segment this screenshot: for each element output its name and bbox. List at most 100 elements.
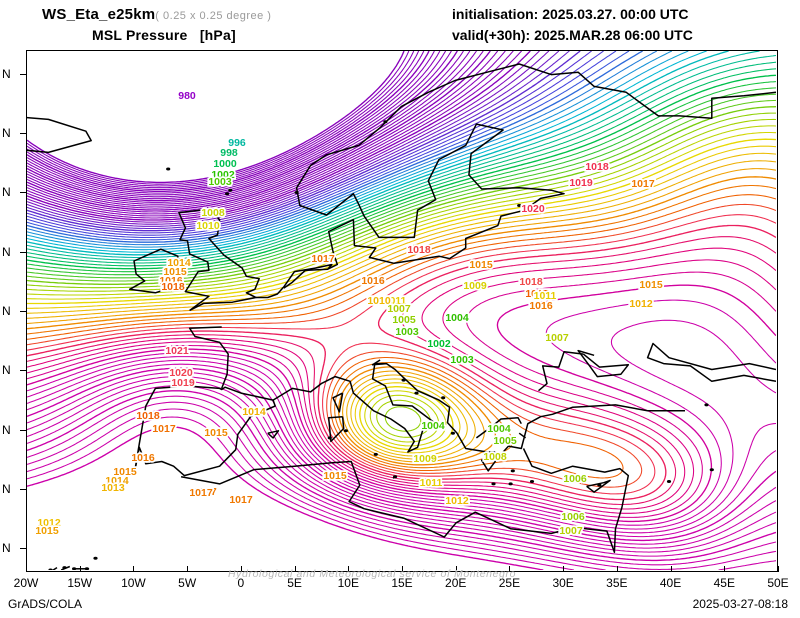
isobar-label-halo: 1021 (165, 345, 189, 357)
isobar (27, 93, 776, 279)
isobar (27, 51, 415, 187)
isobar-label-halo: 1017 (189, 487, 213, 499)
x-tick-label: 5E (287, 576, 302, 590)
island-marker (510, 469, 515, 473)
isobar-label-halo: 998 (220, 147, 238, 159)
isobar (27, 160, 776, 319)
isobar-label: 1002 (211, 169, 235, 181)
coastline (518, 432, 527, 439)
isobar-label: 1005 (493, 435, 517, 447)
isobar-label: 1003 (208, 176, 232, 188)
x-tick-label: 10E (337, 576, 359, 590)
isobar (27, 51, 491, 211)
isobar-label: 1018 (585, 161, 609, 173)
isobar-label-halo: 1019 (569, 177, 593, 189)
isobar-label-halo: 1005 (493, 435, 517, 447)
isobar (27, 176, 776, 330)
isobar (27, 51, 760, 259)
isobar-label-halo: 1004 (445, 312, 469, 324)
isobar-label: 1020 (169, 367, 193, 379)
isobar-label-halo: 1017 (152, 423, 176, 435)
model-name: WS_Eta_e25km (42, 6, 156, 23)
isobar-label-halo: 1015 (639, 279, 663, 291)
x-tick (455, 566, 457, 572)
isobar (27, 51, 477, 207)
isobar (27, 51, 617, 239)
pressure-contour-map[interactable]: 980 980 996 996 998 998 1000 1000 1002 1002 1003 10… (26, 50, 778, 572)
model-resolution: ( 0.25 x 0.25 degree ) (155, 10, 272, 22)
y-tick (20, 73, 26, 75)
isobar (718, 560, 776, 570)
island-marker (294, 191, 299, 194)
y-tick (20, 251, 26, 253)
coastline (27, 116, 92, 154)
isobar-label: 1002 (427, 338, 451, 350)
isobar-label: 1018 (407, 244, 431, 256)
island-marker (62, 566, 67, 570)
isobar-label-halo: 1011 (384, 295, 407, 307)
isobar (27, 51, 689, 251)
isobar (27, 51, 484, 209)
isobar (334, 361, 514, 469)
isobar-label-halo: 1012 (445, 495, 469, 507)
isobar-label-halo: 1005 (392, 314, 416, 326)
isobar (27, 118, 776, 292)
isobar-label-halo: 1008 (201, 207, 225, 219)
variable-title: MSL Pressure [hPa] (92, 27, 236, 43)
coastline (646, 342, 776, 383)
x-tick (187, 566, 189, 572)
isobar-layer (27, 51, 776, 570)
isobar (27, 385, 776, 557)
y-tick-label: N (2, 481, 11, 496)
y-tick (20, 133, 26, 135)
x-tick-label: 15W (67, 576, 93, 590)
isobar-label: 1015 (469, 259, 493, 271)
isobar-label: 1007 (387, 303, 411, 315)
isobar-label-halo: 1011 (534, 290, 557, 302)
island-marker (529, 480, 535, 483)
footer-timestamp: 2025-03-27-08:18 (692, 597, 788, 611)
isobar (27, 214, 776, 351)
coastline (51, 566, 58, 570)
isobar-label: 1016 (361, 275, 385, 287)
coastline (133, 385, 276, 477)
isobar-label: 1003 (395, 326, 419, 338)
isobar (27, 224, 776, 501)
island-marker (414, 391, 419, 395)
isobar-label-halo: 1016 (529, 300, 553, 312)
island-marker (72, 567, 77, 570)
watermark-text: Hydrological and Meteorological service … (228, 568, 517, 580)
island-marker (441, 396, 446, 400)
isobar-label-halo: 1014 (167, 257, 191, 269)
isobar-label: 1017 (152, 423, 176, 435)
isobar (27, 51, 540, 223)
island-marker (327, 436, 332, 440)
isobar (27, 99, 776, 282)
x-tick (509, 566, 511, 572)
isobar-label: 1009 (413, 453, 437, 465)
isobar (27, 319, 776, 530)
isobar-label: 1015 (113, 466, 137, 478)
isobar-label: 1004 (487, 423, 511, 435)
isobar-label: 1010 (367, 295, 391, 307)
island-marker (508, 482, 513, 486)
x-tick-label: 5W (178, 576, 197, 590)
x-tick (133, 566, 135, 572)
isobar-label-halo: 1018 (136, 410, 160, 422)
x-tick (79, 566, 81, 572)
isobar (27, 408, 606, 570)
isobar (354, 382, 461, 454)
isobar-label-halo: 1006 (561, 511, 585, 523)
isobar (27, 51, 522, 219)
isobar-label-halo: 1010 (196, 220, 220, 232)
isobar (27, 236, 776, 506)
isobar-label-halo: 1016 (159, 275, 183, 287)
isobar (27, 284, 776, 523)
isobar-label: 1006 (561, 511, 585, 523)
isobar-label: 1009 (463, 280, 487, 292)
isobar-label-halo: 1018 (585, 161, 609, 173)
isobar (27, 51, 658, 246)
isobar-label: 1012 (37, 517, 61, 529)
isobar (27, 74, 776, 270)
isobar-label: 1020 (521, 203, 545, 215)
